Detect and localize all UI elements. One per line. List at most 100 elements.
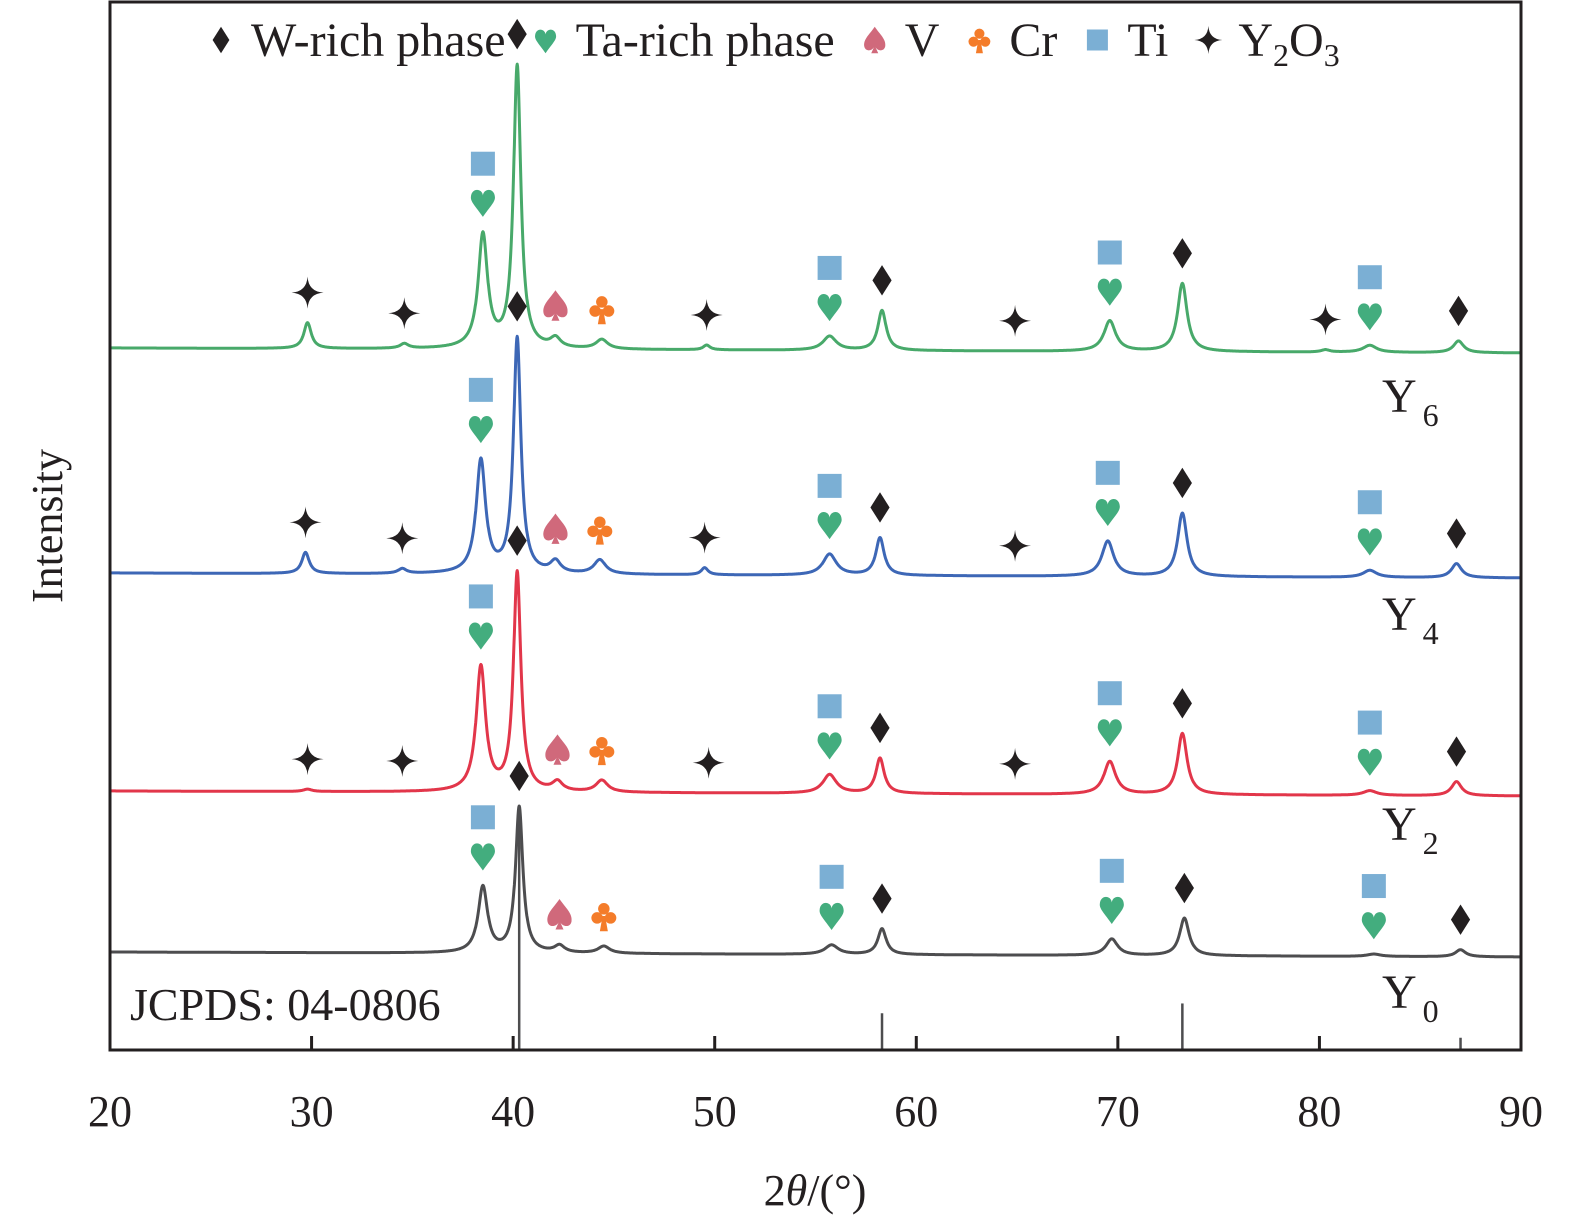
square-shape [819,864,844,889]
square-shape [468,584,493,609]
square-icon [1099,858,1124,883]
heart-shape [817,732,842,760]
series-label-main: Y [1382,966,1417,1019]
club-stem [595,529,604,545]
x-tick-label: 40 [491,1087,535,1136]
square-shape [1357,710,1382,735]
club-lobe [598,903,610,915]
diamond-shape [1448,295,1469,327]
star-shape [386,745,419,778]
legend-label-sub: 2 [1273,37,1289,73]
x-tick-label: 20 [88,1087,132,1136]
star4-icon [1309,303,1342,336]
diamond-icon [1446,518,1467,549]
diamond-shape [1174,872,1194,904]
star-shape [692,746,725,779]
x-axis-label: 2θ/(°) [764,1166,867,1215]
heart-icon [1357,748,1382,776]
square-shape [470,151,495,176]
star4-icon [388,297,421,330]
diamond-shape [872,883,892,914]
square-icon [1357,490,1382,515]
square-icon [1357,265,1382,290]
club-lobe [968,36,979,47]
star4-icon [386,522,419,555]
diamond-shape [509,760,529,792]
star-shape [289,506,322,539]
x-tick-label: 50 [693,1087,737,1136]
heart-icon [1357,528,1382,556]
club-lobe [596,296,608,308]
club-lobe [602,305,615,317]
heart-icon [468,415,493,444]
square-shape [817,694,842,719]
diamond-shape [507,525,527,556]
heart-shape [468,622,493,650]
square-icon [1086,29,1108,51]
legend-item-V: V [864,14,940,67]
series-label-main: Y [1382,370,1417,423]
series-label-sub: 4 [1423,615,1439,651]
square-icon [1097,240,1122,265]
diamond-icon [1450,904,1471,935]
star-shape [999,304,1032,337]
diamond-icon [507,18,527,50]
spade-icon [547,899,572,930]
x-axis-label-prefix: 2 [764,1166,786,1215]
x-axis-label-suffix: /(°) [807,1166,866,1215]
heart-icon [535,29,557,54]
star4-icon [999,747,1032,780]
star-shape [388,297,421,330]
heart-shape [535,29,557,54]
heart-icon [1361,912,1386,940]
square-icon [470,151,495,176]
spade-shape [547,899,572,930]
star4-icon [289,506,322,539]
heart-shape [1357,303,1382,331]
heart-shape [468,415,493,444]
club-lobe [980,36,991,47]
legend-label: Ti [1127,14,1168,67]
heart-icon [819,902,844,931]
club-lobe [596,736,608,749]
series-traces [108,62,1523,959]
heart-shape [1097,719,1122,747]
square-icon [468,377,493,402]
spade-shape [864,26,886,54]
diamond-shape [1446,736,1467,767]
spade-icon [545,734,570,765]
club-lobe [600,525,613,538]
star4-icon [999,304,1032,337]
spade-icon [864,26,886,54]
square-icon [817,255,842,280]
diamond-shape [1450,904,1471,935]
heart-shape [1357,528,1382,556]
legend-label-part: Y [1238,14,1273,67]
heart-shape [1099,896,1124,925]
square-icon [1097,681,1122,706]
heart-icon [1099,896,1124,925]
square-icon [470,805,495,830]
peak-markers [289,18,1471,940]
diamond-icon [870,492,890,523]
legend-label: W-rich phase [251,14,506,67]
diamond-icon [1172,688,1192,719]
square-shape [1097,681,1122,706]
club-lobe [594,516,606,528]
x-tick-label: 60 [894,1087,938,1136]
star-shape [688,521,721,554]
diamond-icon [872,265,892,296]
trace-Y0 [108,804,1523,959]
series-labels: Y 0Y 2Y 4Y 6 [1382,370,1439,1029]
club-icon [587,516,613,545]
heart-shape [1361,912,1386,940]
star4-icon [692,746,725,779]
x-tick-label: 80 [1297,1087,1341,1136]
spade-shape [543,513,568,544]
diamond-icon [509,760,529,792]
legend-item-W: W-rich phase [212,14,506,67]
star-shape [386,522,419,555]
heart-icon [817,511,842,540]
star4-icon [291,276,324,309]
diamond-icon [872,883,892,914]
